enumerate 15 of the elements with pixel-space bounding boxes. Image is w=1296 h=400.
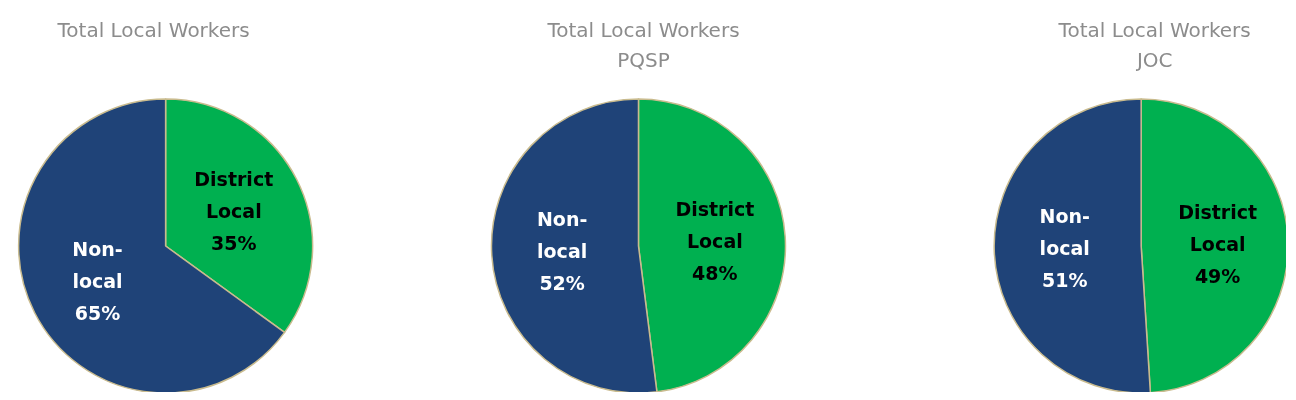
data-label: 65% [74,301,121,324]
data-label: 48% [692,262,738,285]
chart-title: Total Local Workers [56,18,250,42]
chart-title: Total Local Workers JOC [1057,18,1251,72]
slice-label: Non-local [536,207,588,262]
slice-label: District Local [194,168,274,223]
slice-label: District Local [675,198,755,253]
slice-label: Non-local [72,237,123,292]
data-label: 35% [211,232,257,255]
data-label: 51% [1041,269,1088,292]
chart-title: Total Local Workers PQSP [546,18,740,72]
slice-label: Non-local [1039,205,1090,260]
data-label: 49% [1194,264,1241,287]
slice-label: District Local [1178,200,1258,255]
data-label: 52% [539,271,585,294]
